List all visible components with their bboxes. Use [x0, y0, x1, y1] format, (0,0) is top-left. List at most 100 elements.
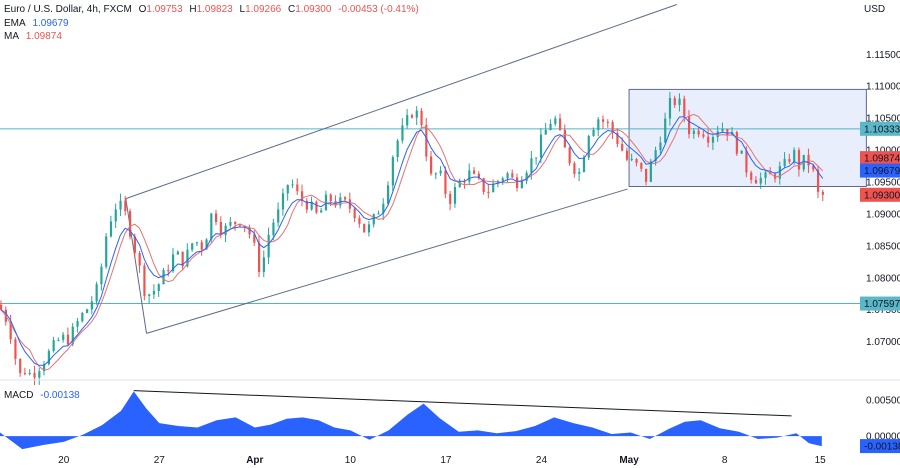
candle: [821, 191, 824, 195]
symbol-title: Euro / U.S. Dollar, 4h, FXCM: [4, 4, 132, 15]
candle: [754, 179, 758, 184]
candle: [778, 166, 781, 179]
ema-line: [0, 116, 824, 366]
candle: [640, 162, 643, 169]
lower-level-price-tag: [860, 296, 900, 311]
candle: [62, 334, 65, 340]
channel-lower-line: [146, 188, 628, 334]
candle: [406, 115, 409, 126]
time-tick-label: 20: [58, 455, 70, 466]
candle: [635, 158, 638, 163]
candle: [764, 172, 767, 178]
candle: [23, 372, 27, 375]
close-label: C: [288, 4, 296, 15]
candle: [176, 251, 179, 255]
candle: [143, 265, 146, 296]
candle: [807, 154, 810, 166]
range-box: [628, 88, 867, 187]
candle: [449, 193, 452, 204]
candle: [439, 170, 442, 174]
candle: [286, 184, 289, 194]
candle: [281, 193, 285, 210]
price-tick-label: 1.10000: [866, 146, 900, 157]
price-tick-label: 1.08500: [866, 241, 900, 252]
price-tick-label: 1.10500: [866, 114, 900, 125]
candle: [587, 135, 590, 158]
candle: [473, 170, 476, 174]
low-value: 1.09266: [245, 4, 282, 15]
candle: [750, 172, 753, 180]
macd-tick-label: 0.00500: [866, 396, 900, 407]
candle: [506, 173, 509, 179]
candle: [167, 269, 170, 272]
candle: [114, 209, 117, 222]
candle: [735, 132, 738, 154]
ema-legend[interactable]: EMA 1.09679: [4, 18, 73, 30]
candle: [296, 184, 299, 192]
time-tick-label: 24: [536, 455, 548, 466]
candle: [14, 339, 17, 359]
candle: [716, 131, 719, 138]
candle: [793, 149, 796, 162]
symbol-legend: Euro / U.S. Dollar, 4h, FXCM O1.09753 H 1…: [4, 4, 423, 16]
candle: [511, 173, 514, 178]
candle: [482, 178, 485, 193]
lower-level-price-tag-label: 1.07597: [864, 299, 900, 310]
candle: [697, 130, 700, 135]
candle: [539, 134, 543, 158]
candle: [157, 284, 160, 291]
candle: [688, 116, 691, 134]
ma-price-tag: [860, 151, 900, 166]
candle: [597, 119, 600, 130]
candle: [33, 372, 36, 378]
candle: [740, 150, 743, 154]
candle: [219, 221, 222, 235]
price-tick-label: 1.07000: [866, 337, 900, 348]
candle: [358, 218, 361, 224]
candle: [162, 269, 165, 285]
candle: [520, 180, 523, 188]
candle: [305, 200, 308, 210]
candle: [630, 158, 633, 160]
time-tick-label: 17: [440, 455, 452, 466]
ma-price-tag-label: 1.09874: [864, 154, 900, 165]
candle: [248, 227, 251, 235]
candle: [71, 326, 74, 345]
candle: [745, 150, 748, 173]
candle: [253, 234, 256, 243]
upper-level-price-tag-label: 1.10333: [864, 124, 900, 135]
candle: [234, 221, 237, 225]
candle: [659, 142, 662, 151]
candle: [238, 224, 242, 226]
candle: [430, 156, 433, 174]
candle: [100, 266, 103, 285]
candle: [535, 157, 538, 159]
candle: [702, 134, 705, 137]
open-label: O: [138, 4, 147, 15]
ma-legend[interactable]: MA 1.09874: [4, 31, 66, 43]
candle: [759, 177, 762, 184]
candle: [43, 364, 46, 372]
candle: [817, 169, 820, 192]
time-tick-label: 15: [815, 455, 827, 466]
candle: [291, 184, 294, 186]
high-label: H: [189, 4, 197, 15]
ema-price-tag-label: 1.09679: [864, 166, 900, 177]
candle: [47, 350, 50, 365]
macd-legend[interactable]: MACD -0.00138: [4, 390, 84, 402]
macd-value: -0.00138: [40, 390, 80, 401]
candle: [812, 165, 815, 170]
macd-value-tag: [860, 439, 900, 454]
candle: [262, 257, 265, 272]
candle: [501, 178, 504, 181]
candle: [606, 121, 609, 123]
candle: [707, 136, 710, 143]
candle: [645, 168, 648, 182]
open-value: 1.09753: [146, 4, 183, 15]
candle: [582, 157, 586, 172]
candle: [496, 180, 500, 184]
price-tick-label: 1.07500: [866, 305, 900, 316]
candle: [559, 118, 562, 130]
candle: [797, 149, 801, 170]
